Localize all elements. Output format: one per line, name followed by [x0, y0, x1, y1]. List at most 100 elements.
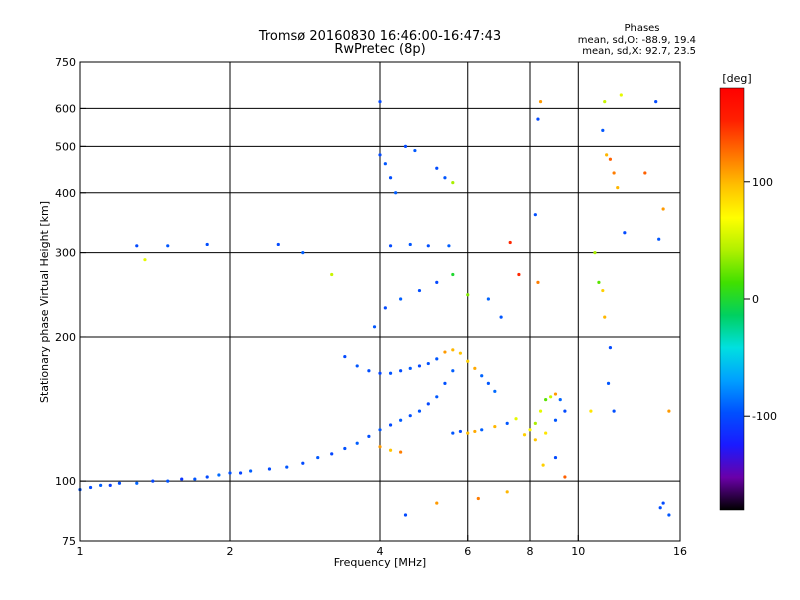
data-point: [603, 315, 607, 319]
colorbar-unit: [deg]: [722, 72, 751, 85]
data-point: [466, 293, 470, 297]
x-tick-label: 6: [464, 545, 471, 558]
x-axis-ticks: 1 2 4 6 8 10 16: [77, 535, 687, 558]
data-point: [383, 162, 387, 166]
data-point: [563, 409, 567, 413]
data-point: [593, 251, 597, 255]
data-point: [657, 237, 661, 241]
data-point: [217, 473, 221, 477]
colorbar-ticks: 100 0 -100: [744, 176, 777, 423]
data-point: [435, 395, 439, 399]
x-tick-label: 1: [77, 545, 84, 558]
data-point: [466, 359, 470, 363]
data-point: [466, 431, 470, 435]
data-point: [383, 306, 387, 310]
x-tick-label: 2: [227, 545, 234, 558]
data-point: [667, 409, 671, 413]
data-point: [612, 171, 616, 175]
data-point: [301, 461, 305, 465]
data-point: [458, 429, 463, 434]
data-point: [417, 288, 422, 293]
data-point: [355, 364, 359, 368]
data-point: [658, 506, 662, 510]
data-point: [608, 346, 613, 350]
data-point: [403, 513, 408, 517]
data-point: [388, 448, 393, 452]
data-point: [643, 171, 647, 175]
data-point: [451, 431, 455, 435]
y-tick-label: 300: [55, 247, 76, 260]
data-point: [151, 479, 155, 483]
x-tick-label: 16: [673, 545, 687, 558]
data-point: [108, 483, 112, 487]
phase-x-mode: mean, sd,X: 92.7, 23.5: [582, 46, 696, 57]
data-point: [399, 450, 403, 454]
data-point: [544, 397, 548, 402]
data-point: [408, 414, 412, 418]
data-point: [458, 351, 463, 355]
data-point: [601, 288, 605, 293]
data-point: [285, 465, 289, 469]
data-point: [378, 99, 382, 104]
y-tick-label: 75: [62, 535, 76, 548]
data-point: [435, 166, 439, 170]
data-point: [426, 402, 430, 406]
data-point: [403, 144, 408, 148]
data-point: [514, 417, 518, 421]
data-point: [399, 418, 403, 422]
data-point: [267, 467, 272, 471]
data-point: [549, 395, 553, 399]
data-point: [451, 348, 455, 352]
data-point: [533, 438, 537, 442]
data-point: [603, 99, 607, 104]
data-point: [399, 297, 403, 301]
data-point: [228, 471, 232, 475]
data-point: [99, 483, 103, 487]
data-point: [499, 315, 503, 319]
data-point: [372, 325, 377, 329]
data-point: [597, 280, 601, 284]
data-point: [536, 280, 540, 284]
data-point: [388, 244, 393, 248]
data-point: [544, 431, 548, 435]
data-point: [447, 244, 451, 248]
data-point: [538, 99, 543, 104]
data-point: [417, 409, 422, 413]
data-point: [476, 496, 480, 501]
data-point: [413, 148, 417, 153]
data-point: [417, 364, 422, 368]
data-point: [276, 242, 280, 247]
data-point: [443, 381, 447, 385]
data-point: [623, 231, 627, 235]
x-axis-label: Frequency [MHz]: [334, 556, 426, 569]
data-point: [205, 475, 209, 479]
data-point: [378, 445, 382, 449]
y-axis-label: Stationary phase Virtual Height [km]: [38, 201, 51, 403]
data-point: [451, 272, 455, 277]
data-point: [486, 297, 490, 301]
data-point: [619, 93, 623, 97]
data-point: [435, 357, 439, 361]
data-point: [533, 213, 537, 217]
data-point: [661, 207, 665, 211]
data-point: [473, 429, 477, 434]
data-point: [388, 371, 393, 375]
data-point: [480, 374, 484, 378]
data-point: [135, 244, 139, 248]
phase-heading: Phases: [624, 23, 659, 34]
data-point: [541, 463, 545, 467]
y-tick-label: 400: [55, 187, 76, 200]
data-point: [205, 242, 209, 247]
colorbar: [719, 87, 745, 511]
data-point: [378, 153, 382, 157]
data-point: [493, 424, 497, 429]
data-point: [330, 452, 334, 456]
data-point: [166, 244, 170, 248]
y-tick-label: 100: [55, 475, 76, 488]
data-point: [166, 479, 170, 483]
data-point: [451, 369, 455, 373]
data-point: [193, 477, 197, 481]
colorbar-tick-label: 100: [752, 176, 773, 189]
data-point: [143, 258, 147, 262]
